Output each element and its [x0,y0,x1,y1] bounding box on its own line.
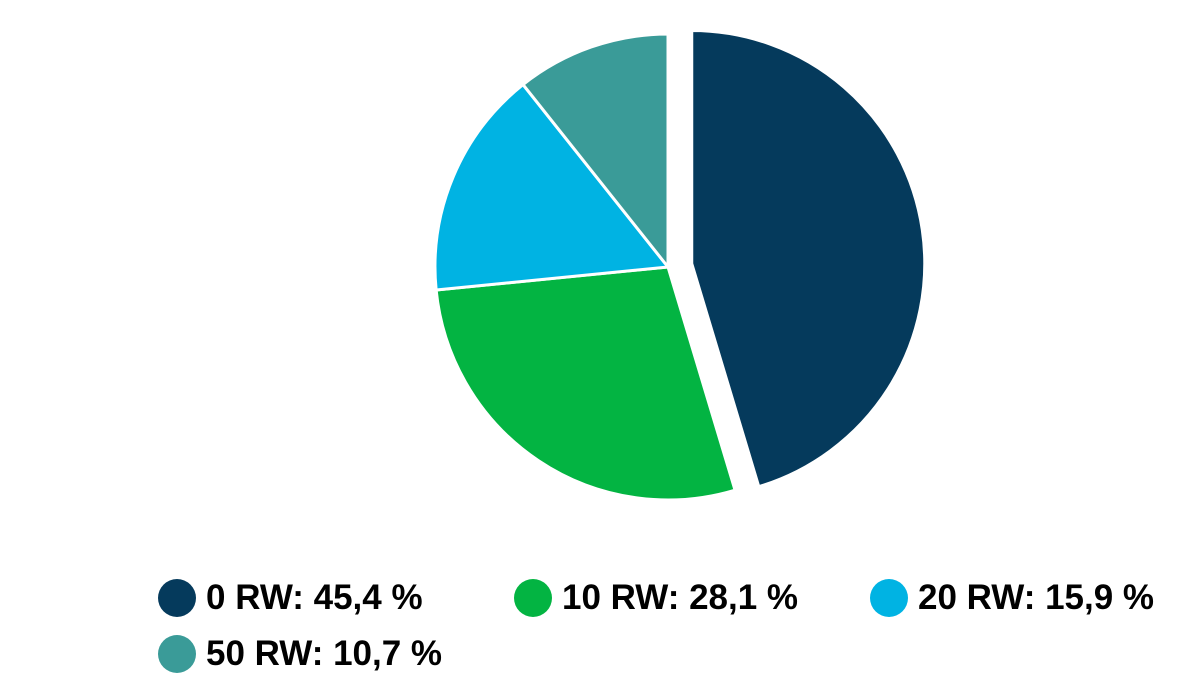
legend-item-50-rw: 50 RW: 10,7 % [158,634,442,674]
pie-slice-10-rw [434,265,737,502]
legend-item-20-rw: 20 RW: 15,9 % [870,578,1154,618]
pie-slice-20-rw [433,83,670,292]
legend-swatch-20-rw [870,579,908,617]
legend-label-0-rw: 0 RW: 45,4 % [206,578,423,617]
legend-item-0-rw: 0 RW: 45,4 % [158,578,423,618]
legend-label-20-rw: 20 RW: 15,9 % [918,578,1155,617]
legend-swatch-50-rw [158,635,196,673]
pie-slice-50-rw [521,32,670,269]
pie-slice-0-rw [690,29,927,489]
legend-label-50-rw: 50 RW: 10,7 % [206,634,443,673]
legend-label-10-rw: 10 RW: 28,1 % [562,578,799,617]
legend-swatch-0-rw [158,579,196,617]
legend-item-10-rw: 10 RW: 28,1 % [514,578,798,618]
legend-swatch-10-rw [514,579,552,617]
